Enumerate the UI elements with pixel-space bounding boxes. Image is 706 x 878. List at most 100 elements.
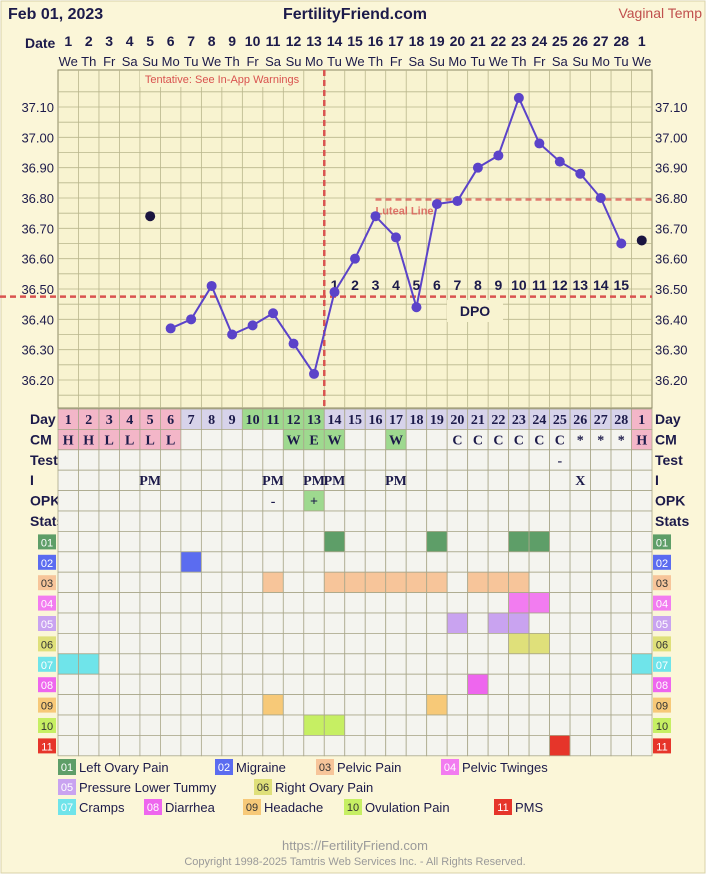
symptom-cell (200, 571, 223, 594)
temperature-point[interactable] (370, 211, 381, 222)
temperature-point[interactable] (554, 156, 565, 167)
symptom-cell (98, 714, 120, 736)
symptom-cell (323, 735, 346, 757)
temperature-point[interactable] (390, 232, 401, 243)
symptom-cell (528, 551, 550, 573)
temperature-point[interactable] (452, 196, 463, 207)
temperature-point[interactable] (513, 92, 524, 103)
temperature-point[interactable] (288, 338, 299, 349)
cell-i (590, 469, 612, 492)
cell-cm (180, 428, 202, 451)
symptom-cell (57, 531, 79, 553)
symptom-cell (303, 633, 325, 655)
cell-text-day: 9 (229, 413, 236, 428)
temperature-point[interactable] (329, 287, 340, 298)
symptom-cell (364, 714, 387, 736)
header-date-5: 5 (146, 33, 154, 49)
cell-text-i: PM (139, 474, 161, 489)
temperature-point[interactable] (309, 368, 320, 379)
cell-stats (57, 510, 79, 532)
temperature-point[interactable] (145, 211, 156, 222)
symptom-cell (303, 571, 325, 594)
symptom-cell (610, 612, 632, 634)
symptom-cell (241, 694, 264, 716)
symptom-code-right (653, 575, 671, 591)
header-weekday-9: Th (225, 54, 240, 69)
header-date-19: 19 (429, 33, 445, 49)
row-label-right-cm: CM (655, 431, 677, 447)
temperature-point[interactable] (350, 253, 360, 264)
symptom-cell (631, 531, 653, 553)
symptom-code-text-left: 06 (41, 639, 53, 651)
legend-swatch-05 (58, 779, 76, 795)
temperature-point[interactable] (247, 320, 258, 331)
cell-stats (508, 510, 530, 532)
site-name: FertilityFriend.com (283, 6, 427, 23)
symptom-cell (323, 714, 346, 736)
footer-url[interactable]: https://FertilityFriend.com (282, 838, 428, 853)
header-date-15: 15 (347, 33, 363, 49)
cell-text-cm: C (452, 433, 462, 448)
header-weekday-21: Tu (471, 54, 486, 69)
temperature-point[interactable] (431, 199, 442, 210)
temperature-point[interactable] (411, 302, 422, 313)
symptom-cell (139, 531, 161, 553)
symptom-cell (282, 633, 305, 655)
temperature-point[interactable] (206, 280, 217, 291)
legend-label-03: Pelvic Pain (337, 760, 401, 775)
header-weekday-14: Tu (327, 54, 342, 69)
symptom-cell (221, 633, 243, 655)
header-weekday-26: Su (572, 54, 588, 69)
symptom-cell (323, 592, 346, 614)
cell-opk (426, 490, 448, 512)
cell-text-cm: L (146, 433, 155, 448)
temperature-point[interactable] (165, 323, 176, 334)
dpo-number: 3 (372, 277, 380, 293)
row-label-right-day: Day (655, 411, 681, 427)
symptom-cell (78, 633, 100, 655)
cell-test (139, 449, 161, 471)
temperature-point[interactable] (227, 329, 238, 340)
temperature-point[interactable] (472, 162, 483, 173)
symptom-cell (119, 612, 141, 634)
symptom-cell (241, 673, 264, 696)
symptom-cell (631, 571, 653, 594)
symptom-code-left (38, 677, 56, 693)
symptom-cell (119, 714, 141, 736)
symptom-code-text-left: 10 (41, 721, 53, 733)
symptom-cell (467, 531, 489, 553)
symptom-cell (282, 531, 305, 553)
temperature-point[interactable] (268, 308, 279, 319)
symptom-cell (385, 633, 407, 655)
cell-opk (139, 490, 161, 512)
cell-stats (323, 510, 346, 532)
temperature-point[interactable] (575, 168, 586, 179)
legend-swatch-06 (254, 779, 272, 795)
cell-test (508, 449, 530, 471)
cell-text-day: 16 (368, 413, 382, 428)
temperature-point[interactable] (493, 150, 504, 161)
symptom-cell (487, 612, 510, 634)
symptom-code-text-left: 05 (41, 619, 53, 631)
cell-opk (200, 490, 223, 512)
symptom-cell (508, 714, 530, 736)
symptom-cell (78, 653, 100, 675)
cell-opk (98, 490, 120, 512)
legend-swatch-01 (58, 759, 76, 775)
cell-opk (385, 490, 407, 512)
symptom-cell (508, 653, 530, 675)
symptom-cell (405, 653, 428, 675)
temperature-point[interactable] (636, 235, 647, 246)
cell-text-i: PM (385, 474, 407, 489)
date-row-label: Date (25, 35, 56, 51)
temperature-point[interactable] (616, 238, 627, 249)
temperature-point[interactable] (534, 138, 545, 149)
temperature-point[interactable] (595, 193, 606, 204)
symptom-cell (200, 551, 223, 573)
temperature-point[interactable] (186, 314, 197, 325)
symptom-cell (200, 735, 223, 757)
legend-label-05: Pressure Lower Tummy (79, 780, 217, 795)
symptom-cell (282, 673, 305, 696)
symptom-cell (241, 571, 264, 594)
cell-text-day: 17 (389, 413, 403, 428)
